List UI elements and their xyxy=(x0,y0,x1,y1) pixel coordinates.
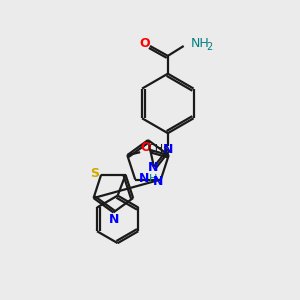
Text: O: O xyxy=(141,141,151,154)
Text: CH₃: CH₃ xyxy=(147,144,168,154)
Text: N: N xyxy=(139,172,149,185)
Text: N: N xyxy=(153,175,163,188)
Text: S: S xyxy=(90,167,99,180)
Text: N: N xyxy=(163,142,173,155)
Text: 2: 2 xyxy=(206,42,213,52)
Text: NH: NH xyxy=(190,38,209,50)
Text: N: N xyxy=(148,161,158,174)
Text: N: N xyxy=(109,213,119,226)
Text: H: H xyxy=(149,173,157,184)
Text: O: O xyxy=(140,38,150,50)
